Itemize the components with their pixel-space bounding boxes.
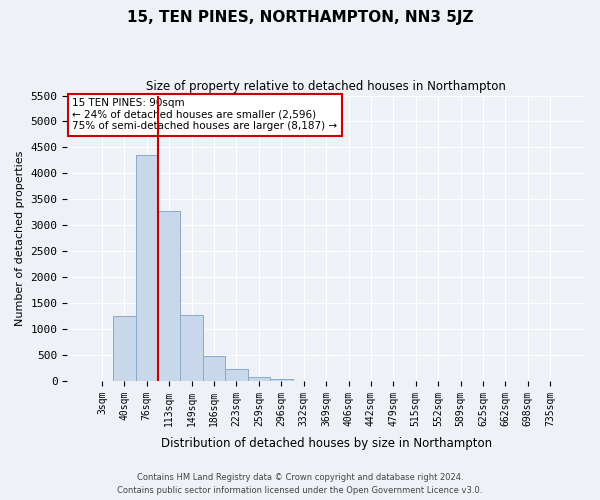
Text: Contains HM Land Registry data © Crown copyright and database right 2024.
Contai: Contains HM Land Registry data © Crown c… <box>118 474 482 495</box>
Bar <box>113 316 136 381</box>
Bar <box>181 315 203 381</box>
Bar <box>225 369 248 381</box>
Y-axis label: Number of detached properties: Number of detached properties <box>15 150 25 326</box>
Bar <box>136 155 158 381</box>
Title: Size of property relative to detached houses in Northampton: Size of property relative to detached ho… <box>146 80 506 93</box>
Text: 15 TEN PINES: 90sqm
← 24% of detached houses are smaller (2,596)
75% of semi-det: 15 TEN PINES: 90sqm ← 24% of detached ho… <box>73 98 338 132</box>
Text: 15, TEN PINES, NORTHAMPTON, NN3 5JZ: 15, TEN PINES, NORTHAMPTON, NN3 5JZ <box>127 10 473 25</box>
Bar <box>158 212 181 381</box>
Bar <box>270 380 293 381</box>
Bar <box>203 356 225 381</box>
X-axis label: Distribution of detached houses by size in Northampton: Distribution of detached houses by size … <box>161 437 492 450</box>
Bar <box>248 378 270 381</box>
